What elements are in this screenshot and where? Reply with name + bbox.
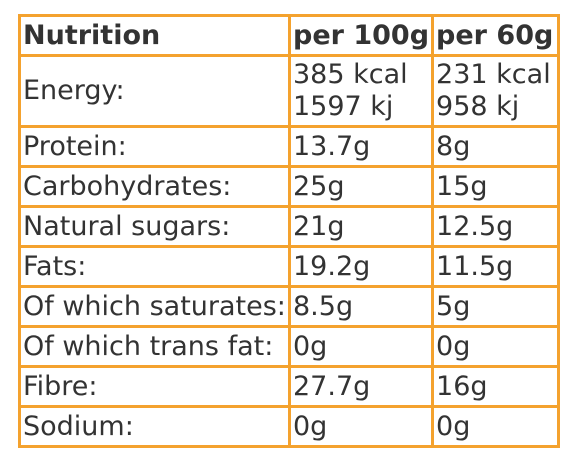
value-per-100g: 8.5g <box>287 285 435 328</box>
table-row-fats: Fats: 19.2g 11.5g <box>18 245 561 288</box>
table-row-saturates: Of which saturates: 8.5g 5g <box>18 285 561 328</box>
row-label: Protein: <box>18 125 291 168</box>
nutrition-table: Nutrition per 100g per 60g Energy: 385 k… <box>18 14 561 448</box>
row-label: Fibre: <box>18 365 291 408</box>
value-per-100g: 0g <box>287 325 435 368</box>
nutrition-table-container: Nutrition per 100g per 60g Energy: 385 k… <box>18 14 561 448</box>
table-row-sodium: Sodium: 0g 0g <box>18 405 561 448</box>
value-per-100g: 25g <box>287 165 435 208</box>
table-row-carbohydrates: Carbohydrates: 25g 15g <box>18 165 561 208</box>
energy-per-60g-kcal: 231 kcal <box>436 59 551 90</box>
value-per-100g: 27.7g <box>287 365 435 408</box>
value-per-60g: 5g <box>431 285 561 328</box>
table-row-natural-sugars: Natural sugars: 21g 12.5g <box>18 205 561 248</box>
value-per-60g: 11.5g <box>431 245 561 288</box>
energy-per-100g-kj: 1597 kj <box>293 91 394 122</box>
table-header-row: Nutrition per 100g per 60g <box>18 14 561 57</box>
value-per-100g: 21g <box>287 205 435 248</box>
energy-per-60g-cell: 231 kcal 958 kj <box>431 54 561 128</box>
row-label: Fats: <box>18 245 291 288</box>
table-row-protein: Protein: 13.7g 8g <box>18 125 561 168</box>
row-label-energy: Energy: <box>18 54 291 128</box>
row-label: Of which trans fat: <box>18 325 291 368</box>
energy-per-60g-kj: 958 kj <box>436 91 520 122</box>
header-nutrition: Nutrition <box>18 14 291 57</box>
energy-per-100g-kcal: 385 kcal <box>293 59 408 90</box>
table-row-fibre: Fibre: 27.7g 16g <box>18 365 561 408</box>
table-row-trans-fat: Of which trans fat: 0g 0g <box>18 325 561 368</box>
header-per-60g: per 60g <box>431 14 561 57</box>
value-per-100g: 13.7g <box>287 125 435 168</box>
header-per-100g: per 100g <box>287 14 435 57</box>
table-row-energy: Energy: 385 kcal 1597 kj 231 kcal 958 kj <box>18 54 561 128</box>
row-label: Of which saturates: <box>18 285 291 328</box>
value-per-60g: 15g <box>431 165 561 208</box>
value-per-60g: 8g <box>431 125 561 168</box>
value-per-100g: 0g <box>287 405 435 448</box>
value-per-100g: 19.2g <box>287 245 435 288</box>
value-per-60g: 0g <box>431 325 561 368</box>
row-label: Carbohydrates: <box>18 165 291 208</box>
value-per-60g: 0g <box>431 405 561 448</box>
value-per-60g: 16g <box>431 365 561 408</box>
value-per-60g: 12.5g <box>431 205 561 248</box>
row-label: Sodium: <box>18 405 291 448</box>
energy-per-100g-cell: 385 kcal 1597 kj <box>287 54 435 128</box>
row-label: Natural sugars: <box>18 205 291 248</box>
